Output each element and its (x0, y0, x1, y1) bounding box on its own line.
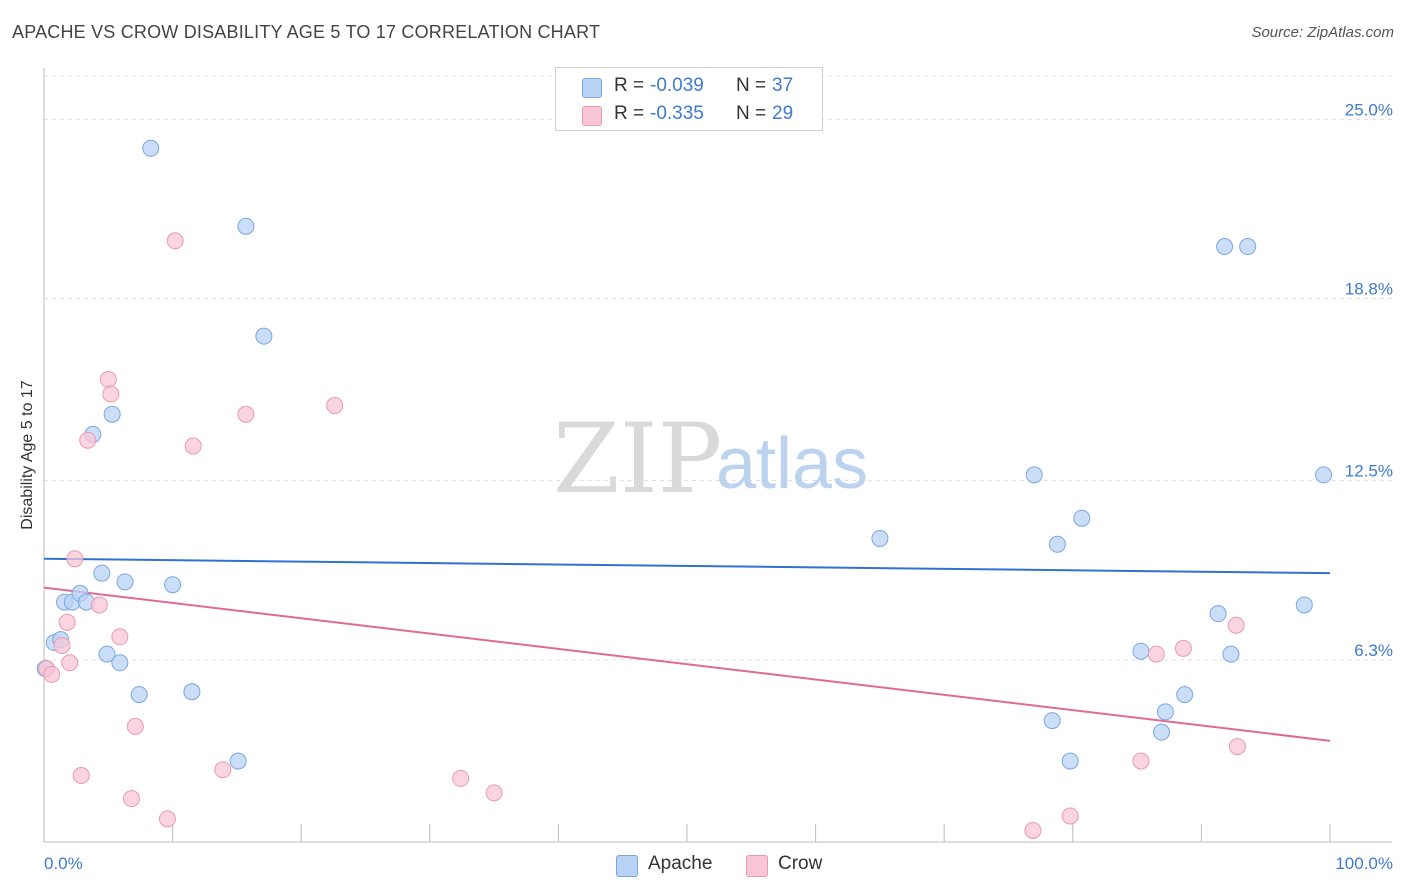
apache-point[interactable] (1073, 509, 1091, 527)
crow-point[interactable] (326, 397, 344, 415)
crow-swatch (582, 106, 602, 126)
crow-point[interactable] (452, 769, 470, 787)
point-layer (36, 139, 1333, 839)
axis-layer: 6.3% 12.5% 18.8% 25.0% (43, 68, 1393, 843)
apache-point[interactable] (1216, 238, 1234, 256)
apache-point[interactable] (130, 686, 148, 704)
y-tick-label: 18.8% (1345, 280, 1393, 299)
apache-point[interactable] (1061, 752, 1079, 770)
apache-point[interactable] (871, 529, 889, 547)
apache-point[interactable] (1048, 535, 1066, 553)
crow-point[interactable] (53, 636, 71, 654)
crow-point[interactable] (1132, 752, 1150, 770)
apache-point[interactable] (111, 654, 129, 672)
legend-apache-label: Apache (648, 853, 713, 874)
stats-box: R = -0.039 N = 37 R = -0.335 N = 29 (555, 67, 823, 131)
crow-point[interactable] (79, 431, 97, 449)
apache-point[interactable] (1043, 712, 1061, 730)
apache-point[interactable] (98, 645, 116, 663)
y-tick-label: 6.3% (1354, 641, 1393, 660)
apache-point[interactable] (1153, 723, 1171, 741)
apache-point[interactable] (237, 217, 255, 235)
crow-point[interactable] (43, 665, 61, 683)
apache-point[interactable] (183, 683, 201, 701)
crow-point[interactable] (214, 761, 232, 779)
crow-point[interactable] (72, 767, 90, 785)
apache-point[interactable] (1315, 466, 1333, 484)
apache-point[interactable] (164, 576, 182, 594)
crow-point[interactable] (184, 437, 202, 455)
apache-r-label: R = (614, 75, 645, 96)
apache-point[interactable] (1132, 642, 1150, 660)
apache-point[interactable] (1239, 238, 1257, 256)
legend-crow-swatch (746, 855, 768, 877)
legend-apache-swatch (616, 855, 638, 877)
crow-point[interactable] (122, 790, 140, 808)
crow-point[interactable] (1061, 807, 1079, 825)
legend-crow-label: Crow (778, 853, 823, 874)
crow-point[interactable] (1227, 616, 1245, 634)
crow-point[interactable] (90, 596, 108, 614)
crow-point[interactable] (158, 810, 176, 828)
apache-point[interactable] (1209, 605, 1227, 623)
crow-point[interactable] (1174, 639, 1192, 657)
crow-point[interactable] (66, 550, 84, 568)
y-tick-label: 25.0% (1345, 100, 1393, 119)
x-tick-label-max: 100.0% (1335, 854, 1393, 873)
apache-n-value: 37 (772, 75, 794, 96)
apache-point[interactable] (103, 405, 121, 423)
watermark-zip: ZIP (553, 403, 722, 515)
crow-point[interactable] (237, 405, 255, 423)
apache-point[interactable] (1222, 645, 1240, 663)
y-tick-label: 12.5% (1345, 462, 1393, 481)
crow-point[interactable] (1024, 821, 1042, 839)
crow-r-label: R = (614, 103, 645, 124)
apache-point[interactable] (1156, 703, 1174, 721)
crow-r-value: -0.335 (650, 103, 704, 124)
crow-n-value: 29 (772, 103, 794, 124)
apache-swatch (582, 78, 602, 98)
crow-point[interactable] (61, 654, 79, 672)
x-tick-label-min: 0.0% (44, 854, 83, 873)
apache-point[interactable] (255, 327, 273, 345)
crow-point[interactable] (111, 628, 129, 646)
trend-layer (43, 557, 1331, 742)
crow-point[interactable] (102, 385, 120, 403)
crow-point[interactable] (126, 717, 144, 735)
chart-title: APACHE VS CROW DISABILITY AGE 5 TO 17 CO… (12, 22, 601, 42)
crow-point[interactable] (1228, 738, 1246, 756)
apache-n-label: N = (736, 75, 767, 96)
apache-point[interactable] (116, 573, 134, 591)
crow-point[interactable] (58, 613, 76, 631)
apache-trend-line (43, 557, 1331, 575)
crow-point[interactable] (1147, 645, 1165, 663)
apache-point[interactable] (1295, 596, 1313, 614)
crow-point[interactable] (99, 371, 117, 389)
crow-point[interactable] (166, 232, 184, 250)
watermark-atlas: atlas (716, 424, 868, 504)
apache-point[interactable] (142, 139, 160, 157)
apache-point[interactable] (229, 752, 247, 770)
apache-point[interactable] (93, 564, 111, 582)
crow-trend-line (43, 586, 1331, 742)
source-credit: Source: ZipAtlas.com (1251, 24, 1394, 41)
apache-point[interactable] (1176, 686, 1194, 704)
crow-point[interactable] (485, 784, 503, 802)
apache-r-value: -0.039 (650, 75, 704, 96)
apache-point[interactable] (1025, 466, 1043, 484)
crow-n-label: N = (736, 103, 767, 124)
